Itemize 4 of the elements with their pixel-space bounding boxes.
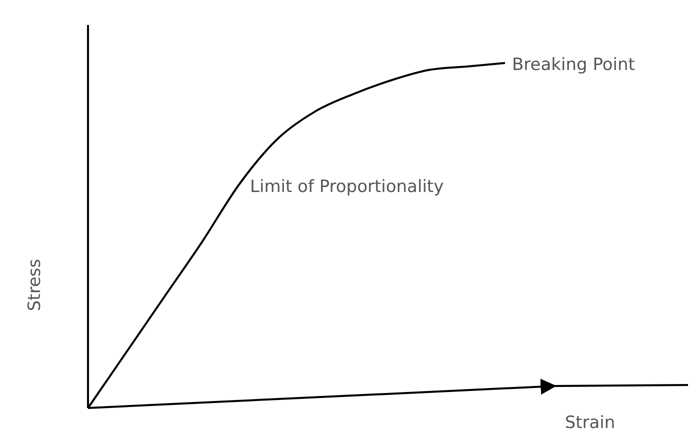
x-axis-title: Strain	[564, 413, 616, 433]
annotation: Breaking Point	[512, 55, 636, 75]
y-axis-title: Stress	[25, 258, 45, 312]
annotation: Limit of Proportionality	[250, 177, 444, 197]
